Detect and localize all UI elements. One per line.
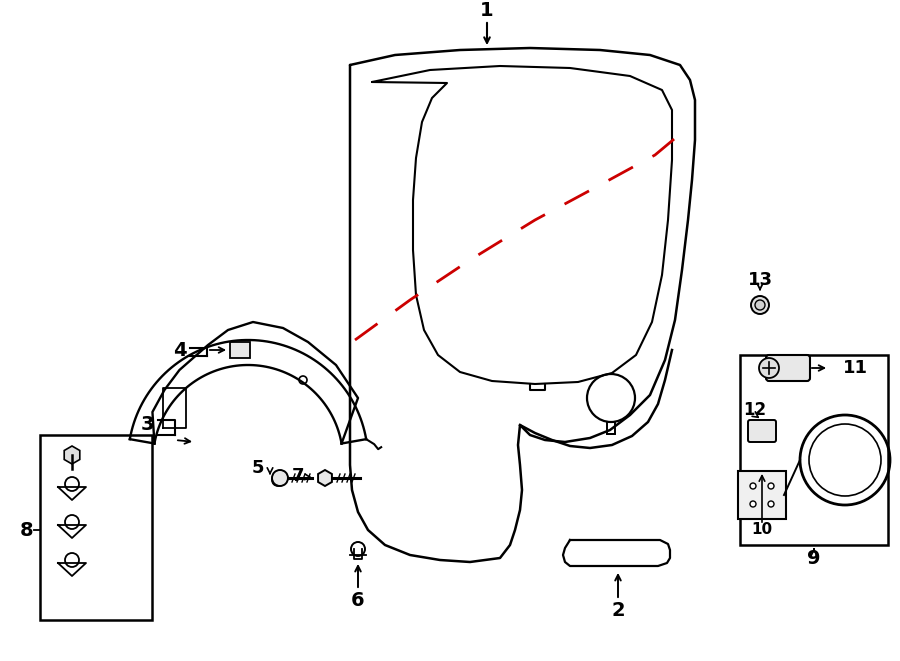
Polygon shape bbox=[64, 446, 80, 464]
Circle shape bbox=[751, 296, 769, 314]
Text: 12: 12 bbox=[743, 401, 767, 419]
FancyBboxPatch shape bbox=[738, 471, 786, 519]
Text: 6: 6 bbox=[351, 590, 364, 609]
Circle shape bbox=[768, 501, 774, 507]
Circle shape bbox=[750, 483, 756, 489]
Text: 7: 7 bbox=[292, 467, 304, 485]
Text: 1: 1 bbox=[481, 1, 494, 20]
Circle shape bbox=[272, 470, 288, 486]
Circle shape bbox=[755, 300, 765, 310]
Text: 11: 11 bbox=[843, 359, 868, 377]
Text: 4: 4 bbox=[173, 340, 187, 360]
FancyBboxPatch shape bbox=[766, 355, 810, 381]
Circle shape bbox=[750, 501, 756, 507]
Bar bbox=[40, 435, 152, 620]
FancyBboxPatch shape bbox=[748, 420, 776, 442]
Text: 8: 8 bbox=[20, 520, 34, 539]
Text: 9: 9 bbox=[807, 549, 821, 568]
Text: 10: 10 bbox=[752, 522, 772, 537]
Polygon shape bbox=[318, 470, 332, 486]
Circle shape bbox=[768, 483, 774, 489]
Text: 13: 13 bbox=[748, 271, 772, 289]
Bar bbox=[740, 355, 888, 545]
Text: 5: 5 bbox=[252, 459, 265, 477]
Text: 2: 2 bbox=[611, 600, 625, 619]
Text: 3: 3 bbox=[140, 416, 154, 434]
Circle shape bbox=[759, 358, 779, 378]
FancyBboxPatch shape bbox=[230, 342, 250, 358]
